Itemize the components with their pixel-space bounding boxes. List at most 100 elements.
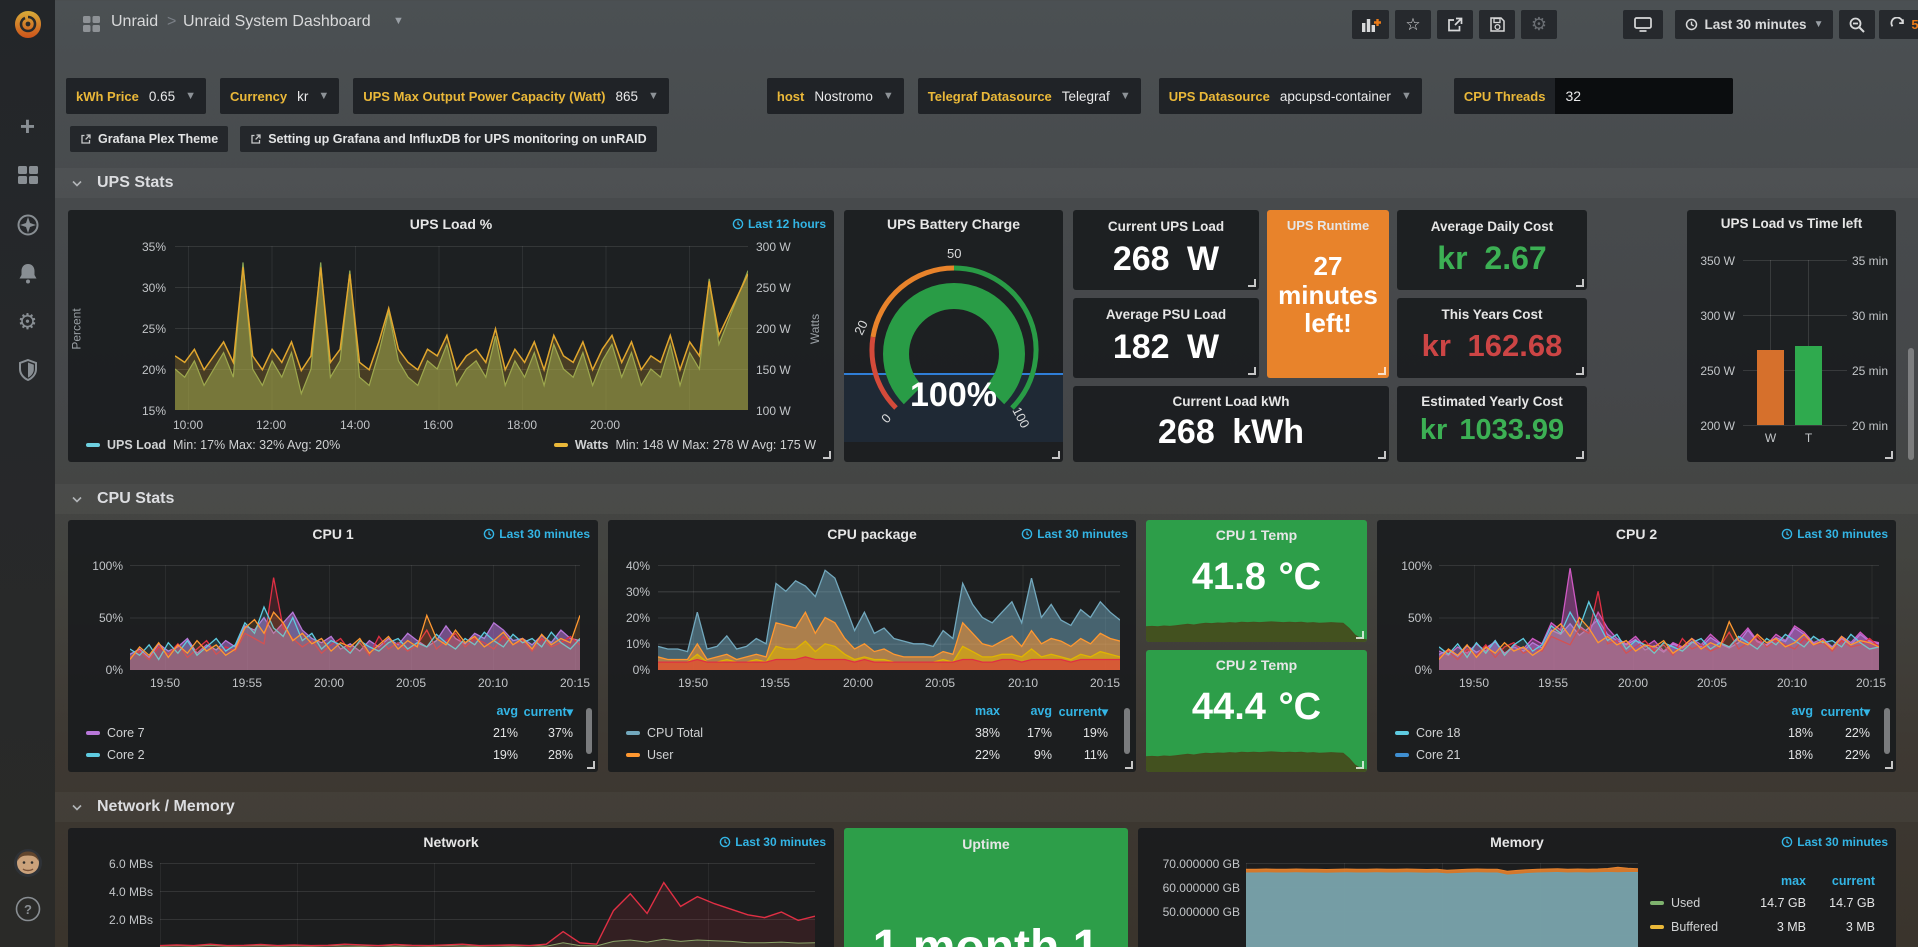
section-cpu-stats[interactable]: CPU Stats [55, 484, 1918, 514]
variable-value[interactable]: 865 [615, 88, 638, 104]
stat-title[interactable]: Average Daily Cost [1430, 219, 1554, 234]
star-button[interactable]: ☆ [1395, 10, 1431, 39]
panel-title[interactable]: CPU package [827, 526, 917, 542]
panel-cpu2-temp: CPU 2 Temp 44.4 °C [1146, 650, 1367, 772]
variable-currency[interactable]: Currency kr ▼ [220, 78, 340, 114]
cpu-threads-input[interactable] [1555, 78, 1734, 114]
stat-title[interactable]: UPS Runtime [1286, 218, 1370, 233]
panel-network: Network Last 30 minutes 6.0 MBs 4.0 MBs … [68, 828, 834, 947]
stat-title[interactable]: CPU 1 Temp [1215, 527, 1298, 543]
legend-row[interactable]: Core 21 [1395, 748, 1460, 762]
variable-value[interactable]: Telegraf [1061, 88, 1110, 104]
page-scrollbar[interactable] [1908, 348, 1914, 460]
link-grafana-plex-theme[interactable]: Grafana Plex Theme [70, 126, 229, 152]
stat-value: kr 162.68 [1421, 328, 1563, 363]
panel-title[interactable]: UPS Battery Charge [886, 216, 1021, 232]
grafana-logo[interactable] [0, 8, 55, 49]
ups-load-plot[interactable] [175, 246, 748, 410]
help-icon[interactable]: ? [0, 896, 55, 927]
stat-title[interactable]: Current Load kWh [1172, 394, 1290, 409]
bar-time[interactable] [1795, 346, 1822, 425]
stat-title[interactable]: Uptime [962, 836, 1010, 852]
dashboards-icon[interactable] [0, 166, 55, 189]
breadcrumb-separator: > [167, 13, 177, 30]
variable-value[interactable]: 0.65 [148, 88, 176, 104]
share-button[interactable] [1437, 10, 1473, 39]
panel-title[interactable]: CPU 2 [1615, 526, 1658, 542]
legend-row[interactable]: Core 18 [1395, 726, 1460, 740]
stat-title[interactable]: CPU 2 Temp [1215, 657, 1298, 673]
variable-value[interactable]: kr [297, 88, 309, 104]
zoom-out-button[interactable] [1839, 10, 1875, 39]
breadcrumb-folder[interactable]: Unraid [111, 13, 159, 30]
apps-grid-icon[interactable] [83, 16, 100, 37]
panel-title[interactable]: Memory [1490, 834, 1544, 850]
explore-icon[interactable] [0, 214, 55, 241]
user-avatar[interactable] [0, 848, 55, 883]
dashboard-caret-icon[interactable]: ▼ [393, 15, 404, 27]
memory-plot[interactable] [1246, 863, 1638, 947]
stat-title[interactable]: Estimated Yearly Cost [1421, 394, 1563, 409]
panel-current-ups-load: Current UPS Load 268 W [1073, 210, 1259, 290]
stat-title[interactable]: Current UPS Load [1107, 219, 1225, 234]
bar-watts[interactable] [1757, 350, 1784, 425]
legend-row[interactable]: CPU Total [626, 726, 703, 740]
panel-title[interactable]: CPU 1 [312, 526, 354, 542]
legend-row[interactable]: Used [1650, 896, 1700, 910]
legend-row[interactable]: User [626, 748, 673, 762]
panel-time-range[interactable]: Last 30 minutes [483, 527, 590, 541]
stat-title[interactable]: Average PSU Load [1105, 307, 1227, 322]
legend-ups-load[interactable]: UPS Load Min: 17% Max: 32% Avg: 20% [86, 438, 340, 452]
panel-estimated-yearly-cost: Estimated Yearly Cost kr 1033.99 [1397, 386, 1587, 462]
stat-title[interactable]: This Years Cost [1441, 307, 1543, 322]
panel-title[interactable]: UPS Load % [409, 216, 493, 232]
panel-time-range[interactable]: Last 30 minutes [1021, 527, 1128, 541]
save-button[interactable] [1479, 10, 1515, 39]
panel-time-range[interactable]: Last 30 minutes [719, 835, 826, 849]
variable-telegraf-datasource[interactable]: Telegraf Datasource Telegraf ▼ [917, 78, 1141, 114]
network-plot[interactable] [160, 863, 815, 947]
variable-value[interactable]: Nostromo [814, 88, 873, 104]
variable-ups-datasource[interactable]: UPS Datasource apcupsd-container ▼ [1158, 78, 1422, 114]
section-network-memory[interactable]: Network / Memory [55, 792, 1918, 822]
legend-scrollbar[interactable] [1124, 708, 1130, 754]
panel-time-range[interactable]: Last 12 hours [732, 217, 826, 231]
tv-mode-button[interactable] [1623, 10, 1663, 39]
legend-row[interactable]: Core 2 [86, 748, 145, 762]
alerting-icon[interactable] [0, 263, 55, 289]
panel-title[interactable]: Network [423, 834, 479, 850]
server-admin-icon[interactable] [0, 358, 55, 386]
stat-value: kr 2.67 [1437, 240, 1547, 276]
legend-marker [86, 731, 100, 735]
panel-current-load-kwh: Current Load kWh 268 kWh [1073, 386, 1389, 462]
link-ups-monitoring-guide[interactable]: Setting up Grafana and InfluxDB for UPS … [240, 126, 657, 152]
plus-icon[interactable]: + [19, 111, 36, 141]
time-picker-button[interactable]: Last 30 minutes ▼ [1675, 10, 1833, 39]
links-row: Grafana Plex Theme Setting up Grafana an… [70, 126, 657, 152]
cpu-package-plot[interactable] [658, 565, 1120, 670]
legend-scrollbar[interactable] [1884, 708, 1890, 754]
variable-ups-max-watt[interactable]: UPS Max Output Power Capacity (Watt) 865… [353, 78, 669, 114]
variable-value[interactable]: apcupsd-container [1279, 88, 1391, 104]
panel-title[interactable]: UPS Load vs Time left [1720, 216, 1863, 231]
refresh-button[interactable]: 5s ▼ [1879, 10, 1918, 39]
dashboard-title[interactable]: Unraid System Dashboard [183, 13, 371, 30]
variable-host[interactable]: host Nostromo ▼ [766, 78, 904, 114]
refresh-interval-label[interactable]: 5s [1911, 17, 1918, 32]
legend-scrollbar[interactable] [586, 708, 592, 754]
add-panel-button[interactable] [1352, 10, 1389, 39]
time-caret-icon: ▼ [1813, 19, 1824, 30]
cpu1-plot[interactable] [130, 565, 580, 670]
legend-row[interactable]: Buffered [1650, 920, 1718, 934]
legend-watts[interactable]: Watts Min: 148 W Max: 278 W Avg: 175 W [553, 438, 816, 452]
configuration-icon[interactable]: ⚙ [17, 309, 38, 334]
variable-kwh-price[interactable]: kWh Price 0.65 ▼ [66, 78, 207, 114]
cpu2-plot[interactable] [1439, 565, 1879, 670]
variable-label: kWh Price [76, 88, 139, 104]
panel-time-range[interactable]: Last 30 minutes [1781, 527, 1888, 541]
panel-time-range[interactable]: Last 30 minutes [1781, 835, 1888, 849]
settings-button[interactable]: ⚙ [1521, 10, 1557, 39]
legend-row[interactable]: Core 7 [86, 726, 145, 740]
temp-sparkline [1146, 621, 1367, 642]
section-ups-stats[interactable]: UPS Stats [55, 168, 1918, 198]
